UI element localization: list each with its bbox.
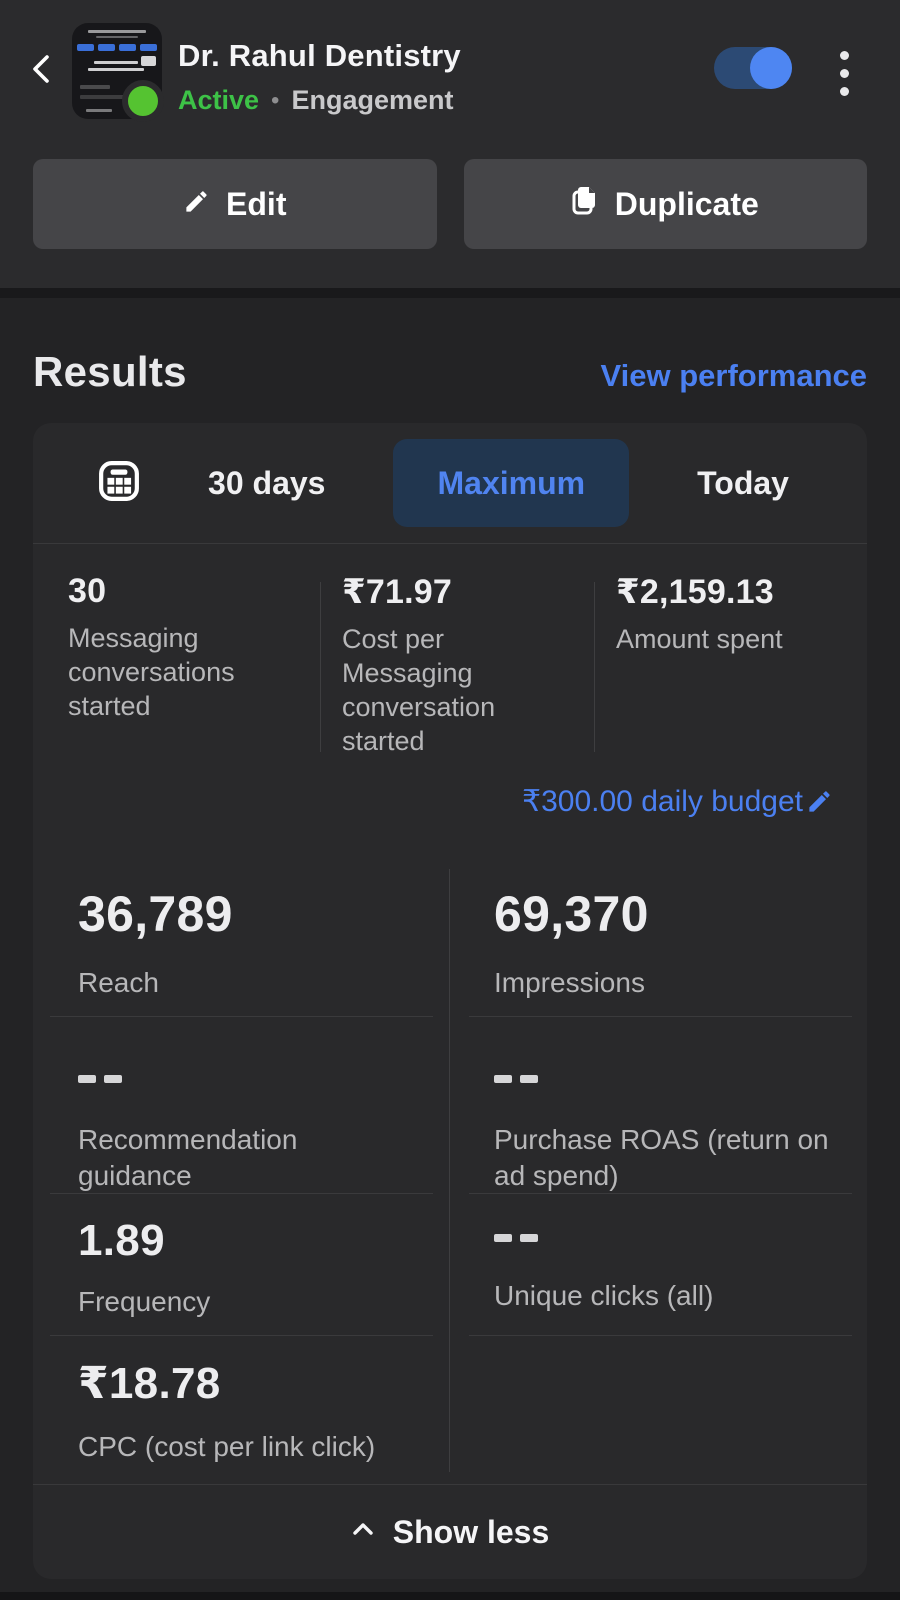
more-options-button[interactable] <box>834 45 855 102</box>
metric-unique-clicks: Unique clicks (all) <box>450 1194 867 1336</box>
metric-label: Cost per Messaging conversation started <box>342 624 496 756</box>
bottom-divider <box>0 1592 900 1600</box>
duplicate-button-label: Duplicate <box>614 185 759 222</box>
calendar-grid-icon <box>98 460 140 507</box>
metric-value <box>494 1216 847 1260</box>
results-section: Results View performance <box>0 348 900 1579</box>
kebab-menu-icon <box>840 51 849 60</box>
tab-today[interactable]: Today <box>697 464 789 501</box>
cell-divider <box>469 1193 852 1194</box>
cell-divider <box>50 1193 433 1194</box>
metric-reach: 36,789 Reach <box>33 855 450 1017</box>
cell-divider <box>469 1016 852 1017</box>
metric-label: Frequency <box>78 1286 211 1317</box>
metric-value: ₹2,159.13 <box>616 573 774 611</box>
results-card: 30 days Maximum Today 30 Messaging conve… <box>33 423 867 1579</box>
metric-label: Unique clicks (all) <box>494 1280 714 1311</box>
edit-button[interactable]: Edit <box>33 159 437 249</box>
tab-maximum[interactable]: Maximum <box>393 439 630 527</box>
show-less-label: Show less <box>392 1513 550 1550</box>
campaign-title-block: Dr. Rahul Dentistry Active • Engagement <box>178 23 461 116</box>
metric-label: Amount spent <box>616 624 783 654</box>
metric-value: ₹71.97 <box>342 573 452 611</box>
toggle-knob <box>750 47 792 89</box>
results-heading: Results <box>33 348 187 395</box>
metric-recommendation-guidance: Recommendation guidance <box>33 1017 450 1194</box>
date-range-picker-button[interactable] <box>98 460 140 507</box>
metric-frequency: 1.89 Frequency <box>33 1194 450 1336</box>
metric-value: 69,370 <box>494 886 649 942</box>
metric-amount-spent: ₹2,159.13 Amount spent <box>595 572 867 758</box>
header-top-row: Dr. Rahul Dentistry Active • Engagement <box>0 0 900 122</box>
tabs-divider <box>33 543 867 544</box>
action-buttons-row: Edit Duplicate <box>0 159 900 249</box>
metric-purchase-roas: Purchase ROAS (return on ad spend) <box>450 1017 867 1194</box>
grid-center-divider <box>449 869 450 1472</box>
metric-label: Recommendation guidance <box>78 1124 298 1191</box>
show-less-button[interactable]: Show less <box>33 1485 867 1579</box>
metric-label: Impressions <box>494 967 645 998</box>
metric-value: 1.89 <box>78 1216 165 1265</box>
metric-impressions: 69,370 Impressions <box>450 855 867 1017</box>
chevron-up-icon <box>351 1522 375 1542</box>
pencil-icon <box>183 186 210 223</box>
tab-30-days[interactable]: 30 days <box>208 464 326 501</box>
empty-cell <box>450 1336 867 1484</box>
active-status-dot <box>122 80 164 122</box>
objective-label: Engagement <box>291 85 454 115</box>
section-divider <box>0 288 900 298</box>
edit-button-label: Edit <box>226 185 287 222</box>
metric-label: Messaging conversations started <box>68 623 235 721</box>
cell-divider <box>50 1016 433 1017</box>
summary-metrics-row: 30 Messaging conversations started ₹71.9… <box>33 544 867 758</box>
status-label: Active <box>178 85 260 115</box>
metric-divider <box>594 582 595 752</box>
metric-cost-per-conversation: ₹71.97 Cost per Messaging conversation s… <box>321 572 594 758</box>
pencil-icon <box>809 791 830 812</box>
metric-messaging-conversations: 30 Messaging conversations started <box>33 572 320 758</box>
back-button[interactable] <box>18 23 64 119</box>
view-performance-link[interactable]: View performance <box>600 358 867 393</box>
chevron-left-icon <box>28 53 54 90</box>
metric-label: Reach <box>78 967 159 998</box>
metric-label: Purchase ROAS (return on ad spend) <box>494 1124 829 1191</box>
metric-value: 30 <box>68 572 107 610</box>
daily-budget-label: ₹300.00 daily budget <box>522 785 803 818</box>
show-less-divider <box>33 1484 867 1485</box>
ad-preview-image <box>72 23 162 119</box>
campaign-active-toggle[interactable] <box>714 47 792 89</box>
cell-divider <box>469 1335 852 1336</box>
campaign-title: Dr. Rahul Dentistry <box>178 38 461 73</box>
cell-divider <box>50 1335 433 1336</box>
metric-value: 36,789 <box>78 886 233 942</box>
copy-pages-icon <box>572 185 599 223</box>
subtitle-separator: • <box>271 86 280 114</box>
campaign-subtitle: Active • Engagement <box>178 85 461 116</box>
date-range-tabs: 30 days Maximum Today <box>33 423 867 543</box>
metric-value: ₹18.78 <box>78 1359 221 1408</box>
metric-divider <box>320 582 321 752</box>
daily-budget-edit[interactable]: ₹300.00 daily budget <box>33 758 867 825</box>
metric-value <box>78 1061 420 1096</box>
metric-value <box>494 1061 847 1096</box>
detail-metrics-grid: 36,789 Reach 69,370 Impressions Recommen… <box>33 855 867 1484</box>
metric-label: CPC (cost per link click) <box>78 1431 376 1462</box>
campaign-header: Dr. Rahul Dentistry Active • Engagement … <box>0 0 900 288</box>
ad-thumbnail[interactable] <box>72 23 164 122</box>
duplicate-button[interactable]: Duplicate <box>463 159 867 249</box>
metric-cpc: ₹18.78 CPC (cost per link click) <box>33 1336 450 1484</box>
